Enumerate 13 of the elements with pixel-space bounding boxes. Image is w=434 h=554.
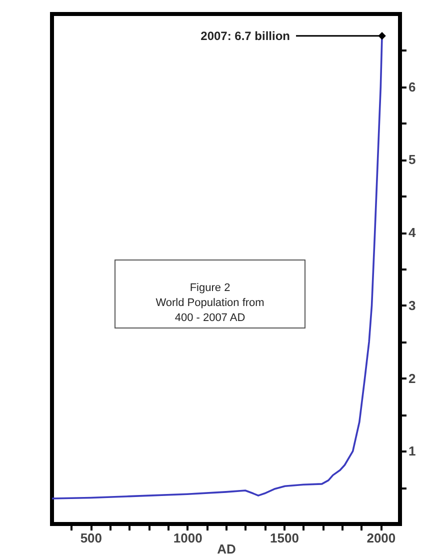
y-tick-label: 1 <box>408 444 416 459</box>
y-tick-label: 6 <box>408 79 416 94</box>
y-tick-label: 3 <box>408 298 416 313</box>
x-axis-title: AD <box>217 542 236 554</box>
x-tick-label: 500 <box>80 530 102 546</box>
annotation: Figure 2 World Population from 400 - 2007 AD <box>156 282 264 324</box>
x-tick-label: 1500 <box>270 530 299 546</box>
x-tick-label: 2000 <box>366 530 396 546</box>
y-tick-label: 5 <box>408 152 416 168</box>
x-tick-label: 1000 <box>173 530 202 546</box>
y-tick-label: 2 <box>408 370 416 386</box>
y-tick-label: 4 <box>408 225 416 240</box>
annotation: 2007: 6.7 billion <box>200 28 290 43</box>
